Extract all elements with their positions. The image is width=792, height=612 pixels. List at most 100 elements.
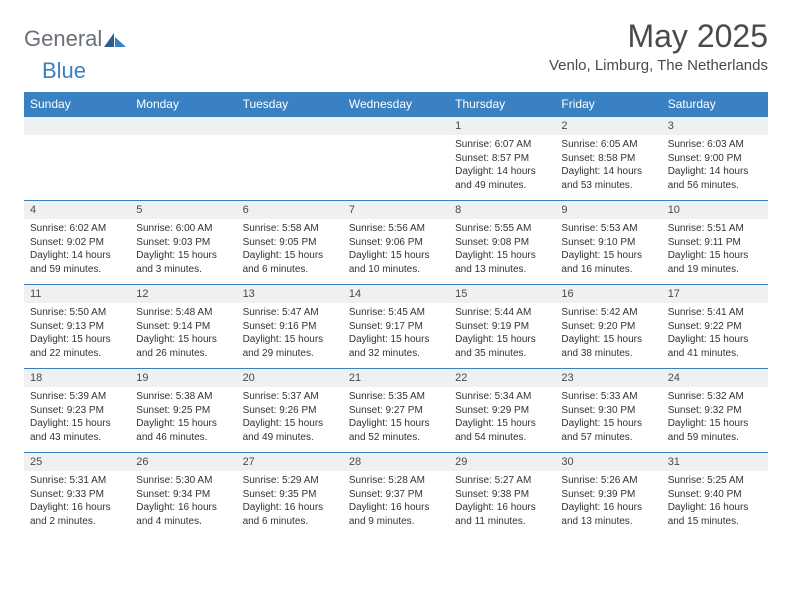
date-number [237,117,343,136]
daylight-text-1: Daylight: 16 hours [455,501,549,515]
daylight-text-2: and 3 minutes. [136,263,230,277]
sunset-text: Sunset: 9:40 PM [668,488,762,502]
dayname-fri: Friday [555,92,661,117]
sunrise-text: Sunrise: 5:38 AM [136,390,230,404]
date-number: 8 [449,201,555,220]
sunrise-text: Sunrise: 5:56 AM [349,222,443,236]
month-title: May 2025 [549,18,768,55]
day-cell [343,135,449,201]
day-cell: Sunrise: 6:03 AMSunset: 9:00 PMDaylight:… [662,135,768,201]
daylight-text-2: and 46 minutes. [136,431,230,445]
logo-text-general: General [24,26,102,52]
day-cell: Sunrise: 5:56 AMSunset: 9:06 PMDaylight:… [343,219,449,285]
daylight-text-2: and 32 minutes. [349,347,443,361]
day-cell: Sunrise: 5:32 AMSunset: 9:32 PMDaylight:… [662,387,768,453]
daylight-text-2: and 35 minutes. [455,347,549,361]
sunrise-text: Sunrise: 5:55 AM [455,222,549,236]
title-block: May 2025 Venlo, Limburg, The Netherlands [549,18,768,74]
sunset-text: Sunset: 9:30 PM [561,404,655,418]
day-cell: Sunrise: 5:47 AMSunset: 9:16 PMDaylight:… [237,303,343,369]
day-cell: Sunrise: 5:45 AMSunset: 9:17 PMDaylight:… [343,303,449,369]
sunrise-text: Sunrise: 5:29 AM [243,474,337,488]
day-cell [24,135,130,201]
day-header-row: Sunday Monday Tuesday Wednesday Thursday… [24,92,768,117]
daylight-text-2: and 49 minutes. [455,179,549,193]
daylight-text-2: and 41 minutes. [668,347,762,361]
daylight-text-1: Daylight: 16 hours [561,501,655,515]
daylight-text-1: Daylight: 16 hours [30,501,124,515]
sunset-text: Sunset: 9:10 PM [561,236,655,250]
daylight-text-1: Daylight: 16 hours [349,501,443,515]
date-number: 23 [555,369,661,388]
daylight-text-2: and 43 minutes. [30,431,124,445]
sunset-text: Sunset: 9:03 PM [136,236,230,250]
sunrise-text: Sunrise: 5:26 AM [561,474,655,488]
daylight-text-1: Daylight: 14 hours [455,165,549,179]
day-cell: Sunrise: 5:25 AMSunset: 9:40 PMDaylight:… [662,471,768,536]
sunrise-text: Sunrise: 5:48 AM [136,306,230,320]
daylight-text-1: Daylight: 15 hours [561,333,655,347]
date-number-row: 11121314151617 [24,285,768,304]
date-number: 25 [24,453,130,472]
daylight-text-2: and 15 minutes. [668,515,762,529]
sunset-text: Sunset: 9:11 PM [668,236,762,250]
sunrise-text: Sunrise: 5:30 AM [136,474,230,488]
daylight-text-2: and 56 minutes. [668,179,762,193]
location-text: Venlo, Limburg, The Netherlands [549,57,768,74]
daylight-text-1: Daylight: 14 hours [561,165,655,179]
sunrise-text: Sunrise: 5:37 AM [243,390,337,404]
sunset-text: Sunset: 9:13 PM [30,320,124,334]
day-cell: Sunrise: 6:07 AMSunset: 8:57 PMDaylight:… [449,135,555,201]
day-cell: Sunrise: 5:42 AMSunset: 9:20 PMDaylight:… [555,303,661,369]
daylight-text-1: Daylight: 15 hours [243,333,337,347]
date-number-row: 123 [24,117,768,136]
day-cell: Sunrise: 5:38 AMSunset: 9:25 PMDaylight:… [130,387,236,453]
daylight-text-2: and 6 minutes. [243,263,337,277]
daylight-text-1: Daylight: 14 hours [668,165,762,179]
calendar-page: General May 2025 Venlo, Limburg, The Net… [0,0,792,546]
sunset-text: Sunset: 8:58 PM [561,152,655,166]
daylight-text-1: Daylight: 15 hours [455,249,549,263]
date-number: 29 [449,453,555,472]
sunrise-text: Sunrise: 6:07 AM [455,138,549,152]
date-number: 24 [662,369,768,388]
daylight-text-1: Daylight: 15 hours [136,417,230,431]
sunrise-text: Sunrise: 5:53 AM [561,222,655,236]
day-cell: Sunrise: 5:28 AMSunset: 9:37 PMDaylight:… [343,471,449,536]
date-number: 20 [237,369,343,388]
date-number: 10 [662,201,768,220]
date-number: 21 [343,369,449,388]
daylight-text-1: Daylight: 15 hours [243,417,337,431]
date-number: 28 [343,453,449,472]
daylight-text-1: Daylight: 15 hours [349,417,443,431]
sunset-text: Sunset: 9:14 PM [136,320,230,334]
day-cell: Sunrise: 5:44 AMSunset: 9:19 PMDaylight:… [449,303,555,369]
sunset-text: Sunset: 9:22 PM [668,320,762,334]
sunrise-text: Sunrise: 5:31 AM [30,474,124,488]
sunrise-text: Sunrise: 6:05 AM [561,138,655,152]
dayname-sun: Sunday [24,92,130,117]
day-cell [237,135,343,201]
daylight-text-1: Daylight: 15 hours [561,417,655,431]
daylight-text-2: and 9 minutes. [349,515,443,529]
sunset-text: Sunset: 9:19 PM [455,320,549,334]
daylight-text-1: Daylight: 15 hours [30,333,124,347]
daylight-text-2: and 29 minutes. [243,347,337,361]
daylight-text-2: and 26 minutes. [136,347,230,361]
date-number: 15 [449,285,555,304]
date-number: 1 [449,117,555,136]
date-number [343,117,449,136]
date-number: 22 [449,369,555,388]
sunset-text: Sunset: 9:20 PM [561,320,655,334]
day-cell: Sunrise: 6:05 AMSunset: 8:58 PMDaylight:… [555,135,661,201]
daylight-text-1: Daylight: 16 hours [136,501,230,515]
date-number: 6 [237,201,343,220]
sunrise-text: Sunrise: 5:33 AM [561,390,655,404]
date-number: 16 [555,285,661,304]
date-number: 3 [662,117,768,136]
sunset-text: Sunset: 9:23 PM [30,404,124,418]
sunset-text: Sunset: 9:27 PM [349,404,443,418]
date-number: 27 [237,453,343,472]
logo-sail-icon [104,31,126,47]
day-cell: Sunrise: 5:48 AMSunset: 9:14 PMDaylight:… [130,303,236,369]
